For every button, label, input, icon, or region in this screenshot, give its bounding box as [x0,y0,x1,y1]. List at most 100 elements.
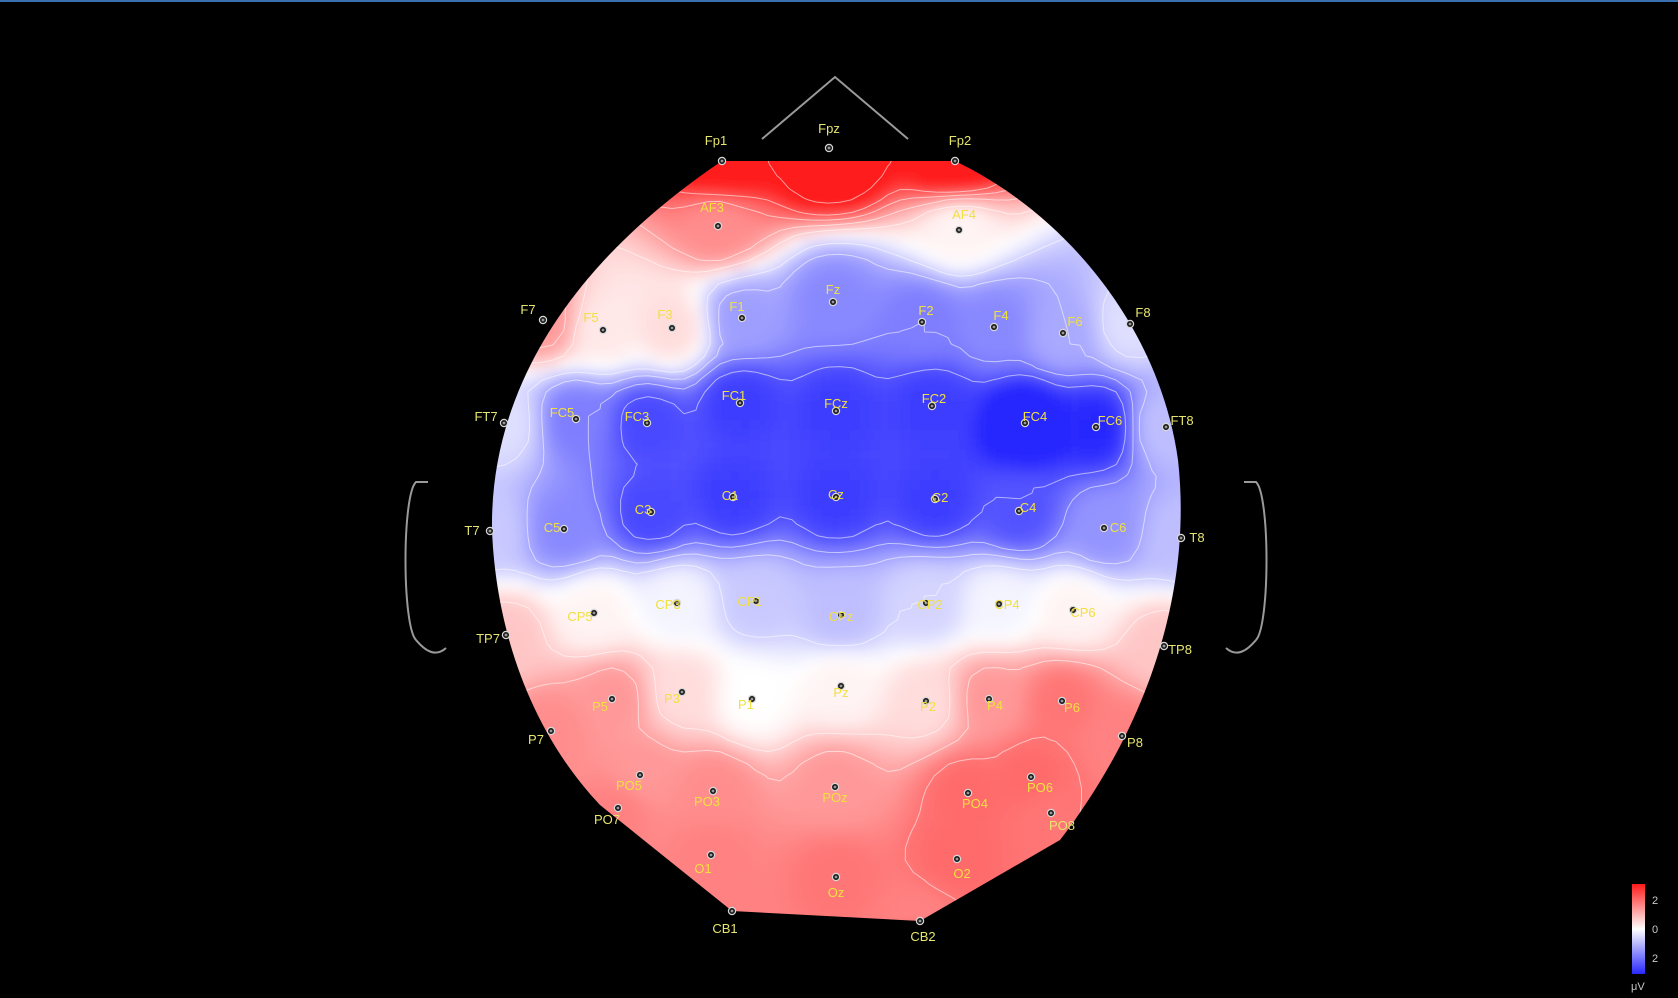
electrode-c1[interactable]: C1 [722,488,739,503]
electrode-f1[interactable]: F1 [729,299,747,323]
electrode-po7[interactable]: PO7 [594,803,623,827]
electrode-t8[interactable]: T8 [1176,530,1205,545]
electrode-marker-center [992,325,996,329]
electrode-label: CP6 [1070,605,1095,620]
electrode-label: FC2 [922,391,947,406]
electrode-fc4[interactable]: FC4 [1020,409,1048,428]
electrode-label: PO7 [594,812,620,827]
electrode-marker-center [955,857,959,861]
electrode-marker-center [1162,644,1166,648]
electrode-marker-center [957,228,961,232]
electrode-marker-center [502,421,506,425]
electrode-fcz[interactable]: FCz [824,396,848,416]
electrode-fp1[interactable]: Fp1 [705,133,727,166]
electrode-c6[interactable]: C6 [1099,520,1126,535]
electrode-poz[interactable]: POz [822,782,848,805]
electrode-label: CP1 [737,594,762,609]
electrode-ft7[interactable]: FT7 [474,409,509,428]
electrode-p3[interactable]: P3 [664,687,687,706]
electrode-c5[interactable]: C5 [544,520,569,535]
electrode-f4[interactable]: F4 [989,308,1009,332]
electrode-cp2[interactable]: CP2 [917,597,942,612]
electrode-marker-center [833,785,837,789]
electrode-f3[interactable]: F3 [657,307,677,333]
electrode-p4[interactable]: P4 [984,694,1003,713]
electrode-af3[interactable]: AF3 [700,200,724,231]
electrode-label: PO6 [1027,780,1053,795]
electrode-oz[interactable]: Oz [828,872,845,900]
electrode-p7[interactable]: P7 [528,726,556,747]
electrode-p5[interactable]: P5 [592,694,617,714]
electrode-label: FC6 [1098,413,1123,428]
electrode-fc3[interactable]: FC3 [625,409,652,428]
electrode-label: PO5 [616,778,642,793]
electrode-marker-center [750,697,754,701]
electrode-fc5[interactable]: FC5 [550,405,581,424]
electrode-label: P1 [738,697,754,712]
electrode-po8[interactable]: PO8 [1046,808,1075,833]
electrode-po4[interactable]: PO4 [962,788,988,811]
electrode-label: CPz [829,609,854,624]
electrode-cp4[interactable]: CP4 [994,597,1019,612]
electrode-po3[interactable]: PO3 [694,786,720,809]
electrode-fz[interactable]: Fz [826,282,840,307]
electrode-cb1[interactable]: CB1 [712,906,738,936]
electrode-cp3[interactable]: CP3 [655,597,682,612]
electrode-fp2[interactable]: Fp2 [949,133,971,166]
electrode-p2[interactable]: P2 [920,696,936,714]
electrode-label: P6 [1064,700,1080,715]
electrode-p1[interactable]: P1 [738,694,757,712]
electrode-f8[interactable]: F8 [1125,305,1151,329]
electrode-c2[interactable]: C2 [930,490,948,505]
electrode-fc1[interactable]: FC1 [722,388,747,408]
electrode-label: FC4 [1023,409,1048,424]
electrode-tp7[interactable]: TP7 [476,630,511,646]
electrode-cp6[interactable]: CP6 [1068,605,1096,620]
electrode-cz[interactable]: Cz [828,487,844,502]
electrode-f5[interactable]: F5 [583,310,608,335]
electrode-f2[interactable]: F2 [917,303,934,327]
electrode-label: T8 [1189,530,1204,545]
electrode-c4[interactable]: C4 [1014,500,1036,516]
electrode-po6[interactable]: PO6 [1026,772,1053,795]
electrode-marker-center [638,773,642,777]
electrode-label: CP5 [567,609,592,624]
electrode-fc2[interactable]: FC2 [922,391,947,411]
electrode-cp5[interactable]: CP5 [567,608,599,624]
electrode-marker-center [1128,322,1132,326]
electrode-label: F4 [993,308,1008,323]
electrode-o2[interactable]: O2 [952,854,971,881]
electrode-marker-center [1071,608,1075,612]
electrode-label: AF3 [700,200,724,215]
electrode-marker-center [1049,811,1053,815]
electrode-c3[interactable]: C3 [635,502,656,517]
electrode-label: C3 [635,502,652,517]
electrode-pz[interactable]: Pz [833,681,849,700]
electrode-marker-center [924,601,928,605]
electrode-label: PO3 [694,794,720,809]
electrode-cb2[interactable]: CB2 [910,916,936,944]
colorbar-unit: μV [1631,981,1645,993]
electrode-t7[interactable]: T7 [464,523,495,538]
electrode-af4[interactable]: AF4 [952,207,976,235]
electrode-f6[interactable]: F6 [1058,314,1083,338]
electrode-ft8[interactable]: FT8 [1161,413,1194,432]
electrode-label: Pz [833,685,848,700]
electrode-label: O2 [953,866,970,881]
electrode-fc6[interactable]: FC6 [1091,413,1123,432]
electrode-tp8[interactable]: TP8 [1159,641,1192,657]
electrode-marker-center [675,601,679,605]
electrode-marker-center [834,495,838,499]
electrode-o1[interactable]: O1 [694,850,716,876]
electrode-cp1[interactable]: CP1 [737,594,762,609]
scalp-potential-surface [491,161,1181,921]
electrode-f7[interactable]: F7 [520,302,548,325]
electrode-fpz[interactable]: Fpz [818,121,840,153]
electrode-marker-center [610,697,614,701]
electrode-cpz[interactable]: CPz [829,609,854,624]
electrode-po5[interactable]: PO5 [616,770,645,793]
electrode-p6[interactable]: P6 [1057,696,1080,715]
electrode-p8[interactable]: P8 [1117,731,1143,750]
colorbar-tick-min: 2 [1652,953,1658,965]
